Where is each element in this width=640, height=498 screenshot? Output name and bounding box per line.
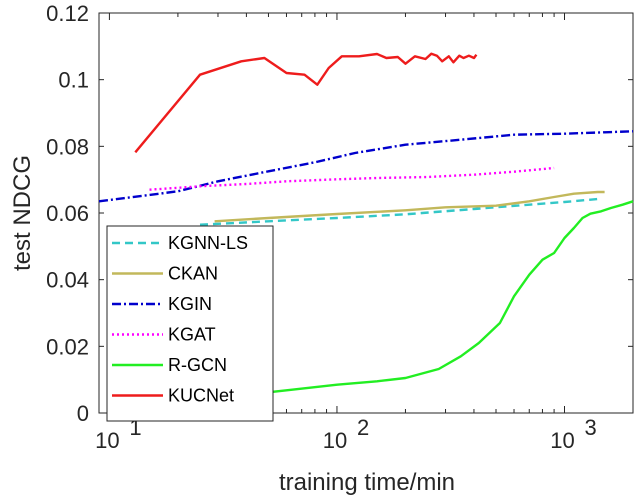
legend-label: KUCNet [168, 386, 234, 406]
legend: KGNN-LS CKAN KGIN KGAT R-GCN KUCNet [106, 225, 274, 422]
y-axis-label: test NDCG [9, 155, 36, 271]
series-line-kucnet [134, 52, 478, 154]
legend-label: KGIN [168, 294, 212, 314]
x-tick-exponent: 2 [357, 415, 369, 440]
series-layer [98, 52, 634, 407]
y-tick-label: 0.12 [46, 1, 89, 26]
y-tick-label: 0.06 [46, 201, 89, 226]
x-axis-label: training time/min [279, 469, 455, 496]
x-tick-exponent: 3 [585, 415, 597, 440]
legend-label: R-GCN [168, 355, 227, 375]
y-tick-label: 0 [77, 401, 89, 426]
x-tick-label: 10 [95, 428, 119, 453]
legend-box [106, 225, 274, 422]
series-line-kgnn-ls [199, 197, 598, 226]
series-line-ckan [214, 190, 605, 223]
series-line-kgin [98, 130, 634, 203]
legend-label: CKAN [168, 264, 218, 284]
x-tick-label: 10 [323, 428, 347, 453]
legend-label: KGAT [168, 325, 216, 345]
legend-label: KGNN-LS [168, 233, 248, 253]
y-tick-label: 0.08 [46, 134, 89, 159]
series-line-r-gcn [161, 200, 634, 407]
x-tick-label: 10 [550, 428, 574, 453]
y-tick-label: 0.04 [46, 268, 89, 293]
y-tick-label: 0.1 [58, 68, 89, 93]
y-tick-label: 0.02 [46, 334, 89, 359]
